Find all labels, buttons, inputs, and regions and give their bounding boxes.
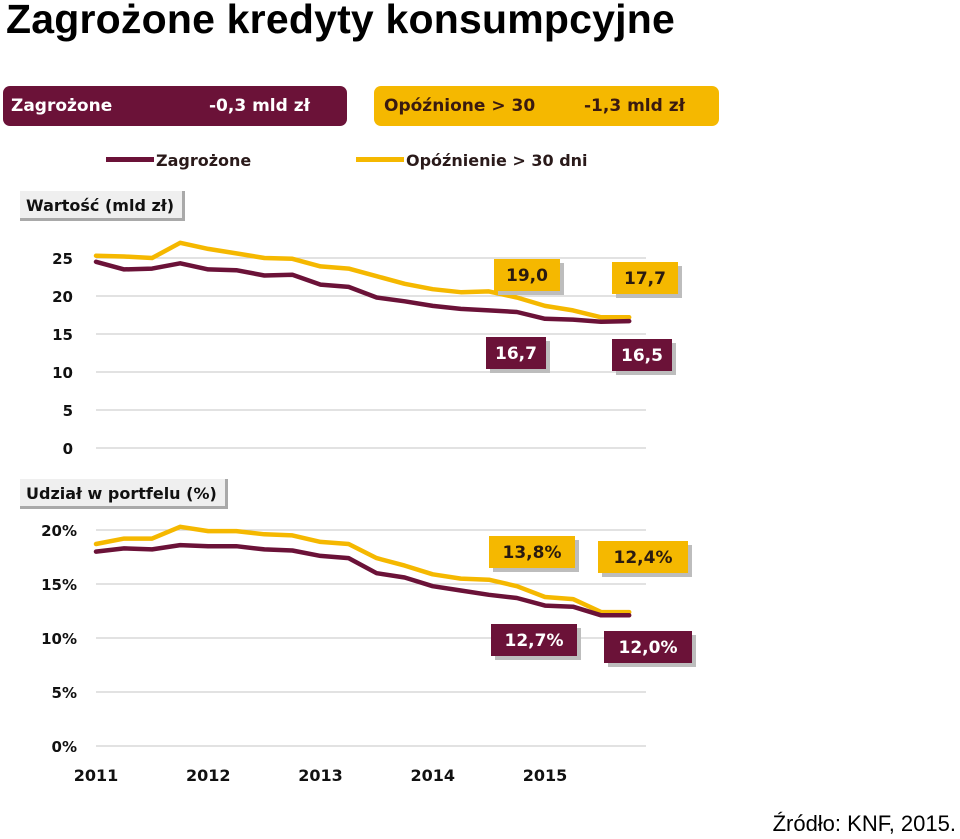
chart-2: 0% 5% 10% 15% 20% 2011 2012 2013 2014 2015 13,8% 12… [41,522,696,785]
data-callout: 17,7 [612,262,682,298]
summary-zagrozone-value: -0,3 mld zł [209,96,310,116]
legend-label-opoznienie: Opóźnienie > 30 dni [406,151,588,170]
summary-opoznione-value: -1,3 mld zł [584,96,685,116]
y-tick-label: 0 [63,440,73,458]
data-callout-box [612,339,672,371]
data-callout-box [494,259,560,291]
legend-swatch-opoznienie [356,157,404,162]
y-tick-label: 20% [41,522,77,540]
data-callout: 13,8% [489,536,579,572]
x-tick-label: 2015 [523,766,568,785]
legend-swatch-zagrozone [106,157,154,162]
y-tick-label: 25 [52,250,73,268]
data-label: 16,5 [621,346,663,366]
data-label: 19,0 [506,266,548,286]
data-label: 12,4% [614,548,673,568]
y-tick-label: 20 [52,288,73,306]
data-callout: 12,0% [604,631,696,667]
data-callout-box [491,624,577,656]
y-tick-label: 15% [41,576,77,594]
data-callout-box [604,631,692,663]
data-callout-box [486,337,546,369]
series-line-opoznienie [93,240,632,320]
chart2-title: Udział w portfelu (%) [20,479,228,509]
x-tick-label: 2012 [186,766,231,785]
data-label: 12,7% [505,631,564,651]
series-line-opoznienie [93,524,632,615]
data-callout-box [612,262,678,294]
data-callout: 16,7 [486,337,550,373]
data-callout: 19,0 [494,259,564,295]
legend-item-opoznienie: Opóźnienie > 30 dni [356,151,588,170]
y-tick-label: 0% [52,738,77,756]
summary-opoznione-label: Opóźnione > 30 [384,96,536,116]
page-title: Zagrożone kredyty konsumpcyjne [6,0,676,42]
data-callout-box [489,536,575,568]
chart1-title: Wartość (mld zł) [20,191,186,221]
legend-item-zagrozone: Zagrożone [106,151,251,170]
x-tick-label: 2013 [298,766,343,785]
data-label: 16,7 [495,344,537,364]
source-note: Źródło: KNF, 2015. [772,811,956,836]
summary-opoznione-box: Opóźnione > 30 -1,3 mld zł [374,86,719,126]
y-tick-label: 5 [63,402,73,420]
data-callout: 16,5 [612,339,676,375]
summary-zagrozone-box: Zagrożone -0,3 mld zł [3,86,347,126]
data-label: 12,0% [619,638,678,658]
data-callout-box [598,541,688,573]
series-line-zagrozone [93,259,632,325]
y-tick-label: 15 [52,326,73,344]
summary-zagrozone-label: Zagrożone [11,96,113,116]
y-tick-label: 10 [52,364,73,382]
x-tick-label: 2014 [410,766,455,785]
data-callout: 12,4% [598,541,692,577]
data-label: 17,7 [624,269,666,289]
y-tick-label: 10% [41,630,77,648]
x-tick-label: 2011 [74,766,119,785]
data-label: 13,8% [503,543,562,563]
y-tick-label: 5% [52,684,77,702]
data-callout: 12,7% [491,624,581,660]
chart-1: 0 5 10 15 20 25 19,0 17,7 16,7 16,5 [52,240,682,458]
legend-label-zagrozone: Zagrożone [156,151,252,170]
series-line-zagrozone [93,542,632,618]
